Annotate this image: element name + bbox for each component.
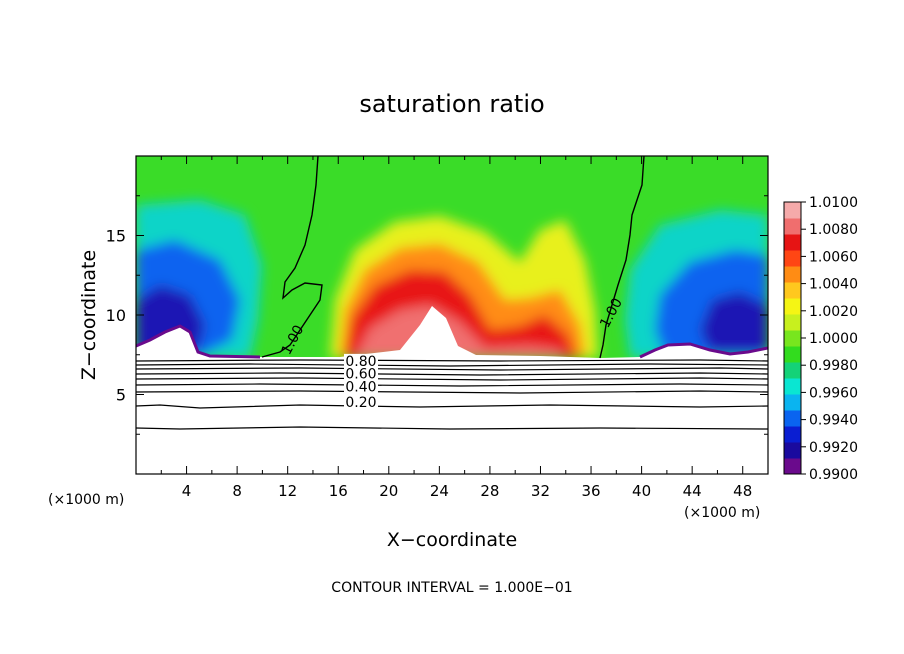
field-right-darkblue <box>700 292 768 352</box>
colorbar-tick-label: 1.0060 <box>809 249 858 265</box>
contour-1-00-right <box>599 156 645 359</box>
x-tick-label: 36 <box>581 482 600 500</box>
contour-1-00-left <box>261 156 323 358</box>
colorbar-segment <box>784 410 801 427</box>
contour-label: 0.20 <box>345 395 376 411</box>
x-unit-right: (×1000 m) <box>684 505 760 521</box>
colorbar-segment <box>784 202 801 219</box>
colorbar-segment <box>784 250 801 267</box>
colorbar-tick-label: 0.9920 <box>809 440 858 456</box>
contour-label-bg <box>343 353 378 369</box>
colorbar-segment <box>784 458 801 475</box>
colorbar-segment <box>784 282 801 299</box>
colorbar-segment <box>784 394 801 411</box>
contour-label: 0.80 <box>345 354 376 370</box>
colorbar-segment <box>784 314 801 331</box>
colorbar-segment <box>784 234 801 251</box>
colorbar-segment <box>784 426 801 443</box>
x-tick-label: 16 <box>329 482 348 500</box>
colorbar-tick-label: 1.0100 <box>809 195 858 211</box>
y-axis-label: Z−coordinate <box>78 250 100 380</box>
y-tick-label: 15 <box>106 227 126 246</box>
colorbar-tick-label: 0.9900 <box>809 467 858 483</box>
x-tick-label: 32 <box>531 482 550 500</box>
colorbar-segment <box>784 378 801 395</box>
x-tick-label: 20 <box>379 482 398 500</box>
colorbar-segment <box>784 298 801 315</box>
y-tick-label: 5 <box>116 386 126 405</box>
x-tick-label: 24 <box>430 482 449 500</box>
contour-label-bg <box>343 366 378 382</box>
x-tick-label: 40 <box>632 482 651 500</box>
colorbar-tick-label: 0.9960 <box>809 385 858 401</box>
x-tick-label: 48 <box>733 482 752 500</box>
contour-interval-note: CONTOUR INTERVAL = 1.000E−01 <box>331 580 572 596</box>
chart-title: saturation ratio <box>359 90 544 118</box>
x-tick-label: 8 <box>232 482 242 500</box>
colorbar-tick-label: 0.9940 <box>809 413 858 429</box>
x-tick-label: 4 <box>182 482 192 500</box>
colorbar-segment <box>784 330 801 347</box>
colorbar-segment <box>784 218 801 235</box>
terrain-mask <box>136 306 768 474</box>
terrain-edge <box>136 324 261 359</box>
x-axis-label: X−coordinate <box>387 529 517 551</box>
colorbar-tick-label: 1.0080 <box>809 222 858 238</box>
x-axis-ticks: 4 8 12 16 20 24 28 32 36 40 44 48 <box>160 156 752 500</box>
colorbar-tick-label: 1.0020 <box>809 304 858 320</box>
colorbar-tick-label: 1.0040 <box>809 277 858 293</box>
x-tick-label: 28 <box>480 482 499 500</box>
colorbar-tick-label: 0.9980 <box>809 358 858 374</box>
contour-label: 0.60 <box>345 367 376 383</box>
colorbar-segment <box>784 442 801 459</box>
colorbar: 0.9900 0.9920 0.9940 0.9960 0.9980 1.0000 1.00… <box>783 195 858 483</box>
colorbar-segment <box>784 266 801 283</box>
contour-label: 0.40 <box>345 379 376 395</box>
x-tick-label: 44 <box>683 482 702 500</box>
contour-label-bg <box>343 395 378 411</box>
colorbar-tick-label: 1.0000 <box>809 331 858 347</box>
lower-contours <box>136 359 768 430</box>
x-tick-label: 12 <box>278 482 297 500</box>
contour-label-bg <box>343 379 378 395</box>
terrain-edge-right <box>639 342 768 359</box>
x-unit-left: (×1000 m) <box>48 492 124 508</box>
colorbar-segment <box>784 346 801 363</box>
y-tick-label: 10 <box>106 306 126 325</box>
plot-field <box>136 156 768 474</box>
y-axis-ticks: 5 10 15 <box>106 195 768 435</box>
colorbar-segment <box>784 362 801 379</box>
